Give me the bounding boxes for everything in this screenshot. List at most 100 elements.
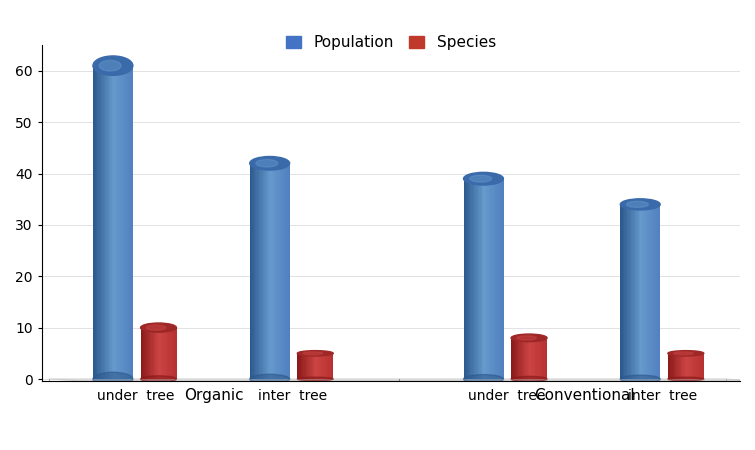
Polygon shape [49,379,755,381]
Text: Conventional: Conventional [535,388,635,403]
Bar [513,338,515,379]
Bar [304,353,305,379]
Bar [523,338,525,379]
Bar [656,204,658,379]
Bar [639,204,640,379]
Bar [471,179,473,379]
Bar [493,179,495,379]
Bar [470,179,472,379]
Bar [528,338,529,379]
Ellipse shape [668,377,704,381]
Bar [689,353,691,379]
Bar [538,338,539,379]
Bar [301,353,302,379]
Bar [623,204,624,379]
Bar [490,179,492,379]
Bar [262,163,263,379]
Bar [679,353,680,379]
Bar [130,66,131,379]
Bar [332,353,334,379]
Bar [659,204,661,379]
Bar [140,328,142,379]
Bar [260,163,262,379]
Bar [633,204,635,379]
Bar [502,179,504,379]
Bar [144,328,146,379]
Ellipse shape [250,157,290,170]
Bar [698,353,699,379]
Bar [649,204,650,379]
Ellipse shape [93,56,133,75]
Bar [273,163,274,379]
Bar [640,204,642,379]
Bar [533,338,534,379]
Bar [252,163,254,379]
Bar [701,353,703,379]
Bar [122,66,124,379]
Bar [105,66,106,379]
Bar [264,163,266,379]
Bar [149,328,150,379]
Bar [162,328,163,379]
Bar [112,66,113,379]
Bar [113,66,115,379]
Bar [304,353,306,379]
Bar [148,328,149,379]
Bar [651,204,652,379]
Bar [646,204,647,379]
Text: Organic: Organic [184,388,244,403]
Bar [649,204,651,379]
Bar [271,163,273,379]
Bar [320,353,322,379]
Bar [630,204,631,379]
Ellipse shape [140,376,177,382]
Bar [94,66,96,379]
Bar [621,204,623,379]
Legend: Population, Species: Population, Species [280,29,502,57]
Bar [621,204,622,379]
Bar [541,338,542,379]
Bar [675,353,676,379]
Bar [312,353,313,379]
Bar [146,328,148,379]
Bar [483,179,485,379]
Ellipse shape [303,352,322,355]
Bar [546,338,547,379]
Bar [632,204,633,379]
Bar [129,66,131,379]
Ellipse shape [93,372,133,386]
Ellipse shape [146,325,166,330]
Bar [699,353,701,379]
Bar [467,179,469,379]
Bar [165,328,167,379]
Bar [544,338,545,379]
Bar [282,163,283,379]
Ellipse shape [470,175,492,182]
Bar [680,353,681,379]
Bar [101,66,103,379]
Bar [121,66,122,379]
Bar [658,204,659,379]
Bar [267,163,269,379]
Bar [126,66,128,379]
Bar [671,353,673,379]
Bar [693,353,695,379]
Bar [330,353,331,379]
Ellipse shape [256,160,278,167]
Bar [316,353,318,379]
Bar [160,328,161,379]
Bar [644,204,646,379]
Bar [96,66,97,379]
Bar [488,179,489,379]
Bar [473,179,474,379]
Bar [175,328,177,379]
Bar [273,163,275,379]
Bar [326,353,328,379]
Bar [268,163,270,379]
Bar [263,163,264,379]
Bar [631,204,633,379]
Bar [681,353,683,379]
Bar [173,328,174,379]
Bar [257,163,259,379]
Bar [668,353,669,379]
